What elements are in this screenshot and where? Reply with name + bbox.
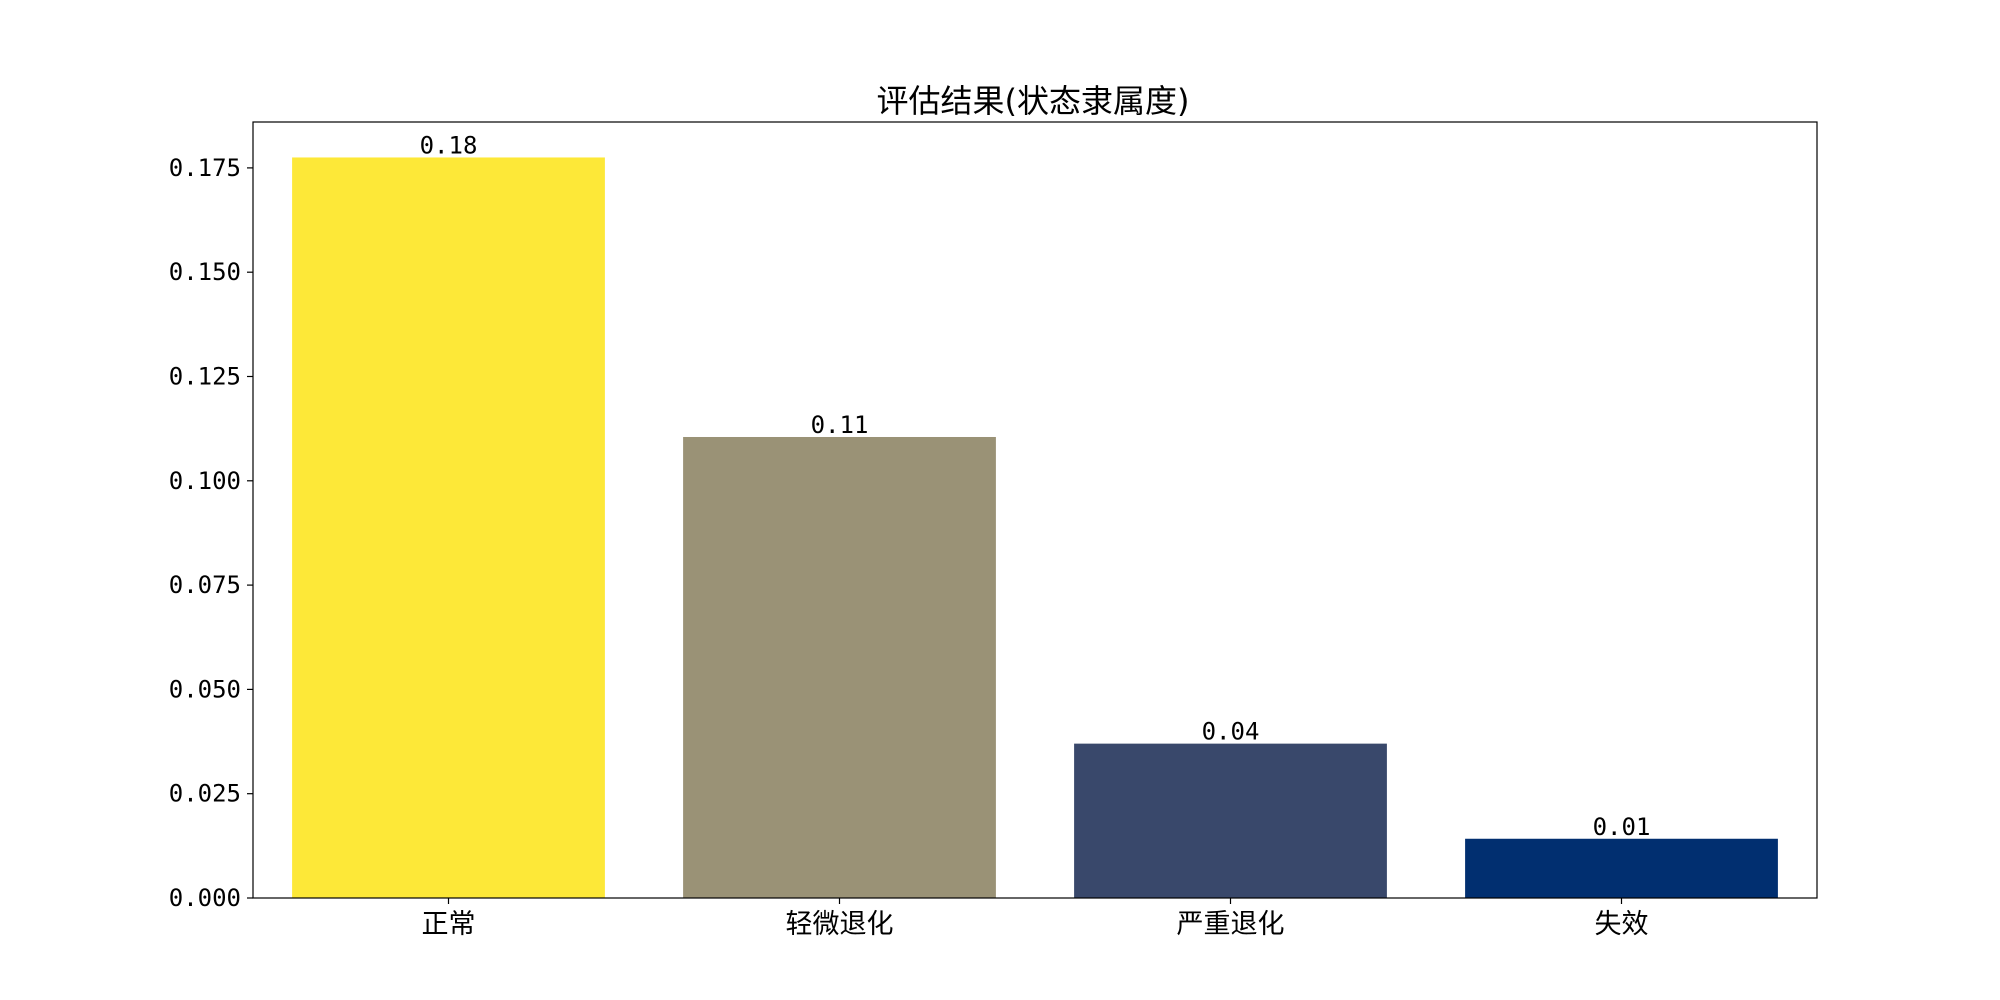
plot-frame (252, 121, 1818, 899)
x-tick-label-3: 严重退化 (1177, 909, 1285, 940)
y-tick-label-1: 0.000 (169, 884, 241, 912)
bar-1 (292, 157, 605, 898)
bar-4 (1465, 838, 1778, 898)
bars-layer (292, 157, 1778, 898)
data-label-3: 0.04 (1202, 718, 1260, 746)
y-axis: 0.000 0.025 0.050 0.075 0.100 0.125 0.150 0.175 (169, 154, 253, 912)
y-tick-label-3: 0.050 (169, 675, 241, 703)
data-label-1: 0.18 (420, 131, 478, 159)
y-tick-label-8: 0.175 (169, 154, 241, 182)
data-label-4: 0.01 (1593, 813, 1651, 841)
data-label-2: 0.11 (811, 411, 869, 439)
y-tick-label-5: 0.100 (169, 467, 241, 495)
x-tick-label-1: 正常 (422, 909, 476, 940)
data-labels: 0.18 0.11 0.04 0.01 (420, 131, 1651, 840)
y-tick-label-7: 0.150 (169, 258, 241, 286)
x-axis: 正常 轻微退化 严重退化 失效 (422, 898, 1649, 940)
chart-title: 评估结果(状态隶属度) (877, 82, 1190, 120)
y-tick-label-6: 0.125 (169, 362, 241, 390)
bar-2 (683, 436, 996, 898)
y-tick-label-4: 0.075 (169, 571, 241, 599)
x-tick-label-4: 失效 (1595, 909, 1649, 940)
y-tick-label-2: 0.025 (169, 780, 241, 808)
x-tick-label-2: 轻微退化 (786, 909, 894, 940)
bar-3 (1074, 743, 1387, 898)
